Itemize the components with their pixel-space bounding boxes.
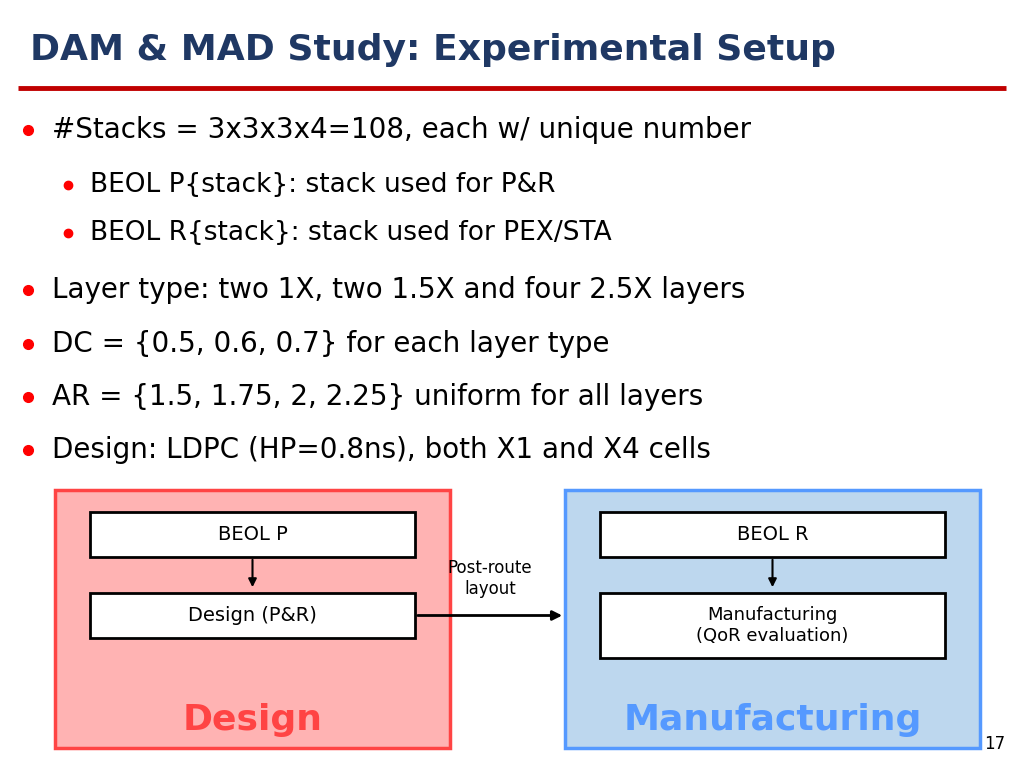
- Text: DC = {0.5, 0.6, 0.7} for each layer type: DC = {0.5, 0.6, 0.7} for each layer type: [52, 330, 609, 358]
- Text: BEOL R: BEOL R: [736, 525, 808, 544]
- Text: BEOL P{stack}: stack used for P&R: BEOL P{stack}: stack used for P&R: [90, 172, 555, 198]
- Text: Design (P&R): Design (P&R): [188, 606, 317, 625]
- Text: Manufacturing
(QoR evaluation): Manufacturing (QoR evaluation): [696, 606, 849, 645]
- Bar: [600, 593, 945, 658]
- Text: AR = {1.5, 1.75, 2, 2.25} uniform for all layers: AR = {1.5, 1.75, 2, 2.25} uniform for al…: [52, 383, 703, 411]
- Text: Layer type: two 1X, two 1.5X and four 2.5X layers: Layer type: two 1X, two 1.5X and four 2.…: [52, 276, 745, 304]
- Text: Post-route
layout: Post-route layout: [447, 558, 532, 598]
- Text: BEOL R{stack}: stack used for PEX/STA: BEOL R{stack}: stack used for PEX/STA: [90, 220, 611, 246]
- Text: Design: LDPC (HP=0.8ns), both X1 and X4 cells: Design: LDPC (HP=0.8ns), both X1 and X4 …: [52, 436, 711, 464]
- Bar: [90, 512, 415, 557]
- Bar: [565, 490, 980, 748]
- Text: 17: 17: [984, 735, 1005, 753]
- Text: Manufacturing: Manufacturing: [624, 703, 922, 737]
- Text: #Stacks = 3x3x3x4=108, each w/ unique number: #Stacks = 3x3x3x4=108, each w/ unique nu…: [52, 116, 752, 144]
- Bar: [600, 512, 945, 557]
- Bar: [90, 593, 415, 638]
- Text: DAM & MAD Study: Experimental Setup: DAM & MAD Study: Experimental Setup: [30, 33, 836, 67]
- Bar: [55, 490, 450, 748]
- Text: BEOL P: BEOL P: [218, 525, 288, 544]
- Text: Design: Design: [182, 703, 323, 737]
